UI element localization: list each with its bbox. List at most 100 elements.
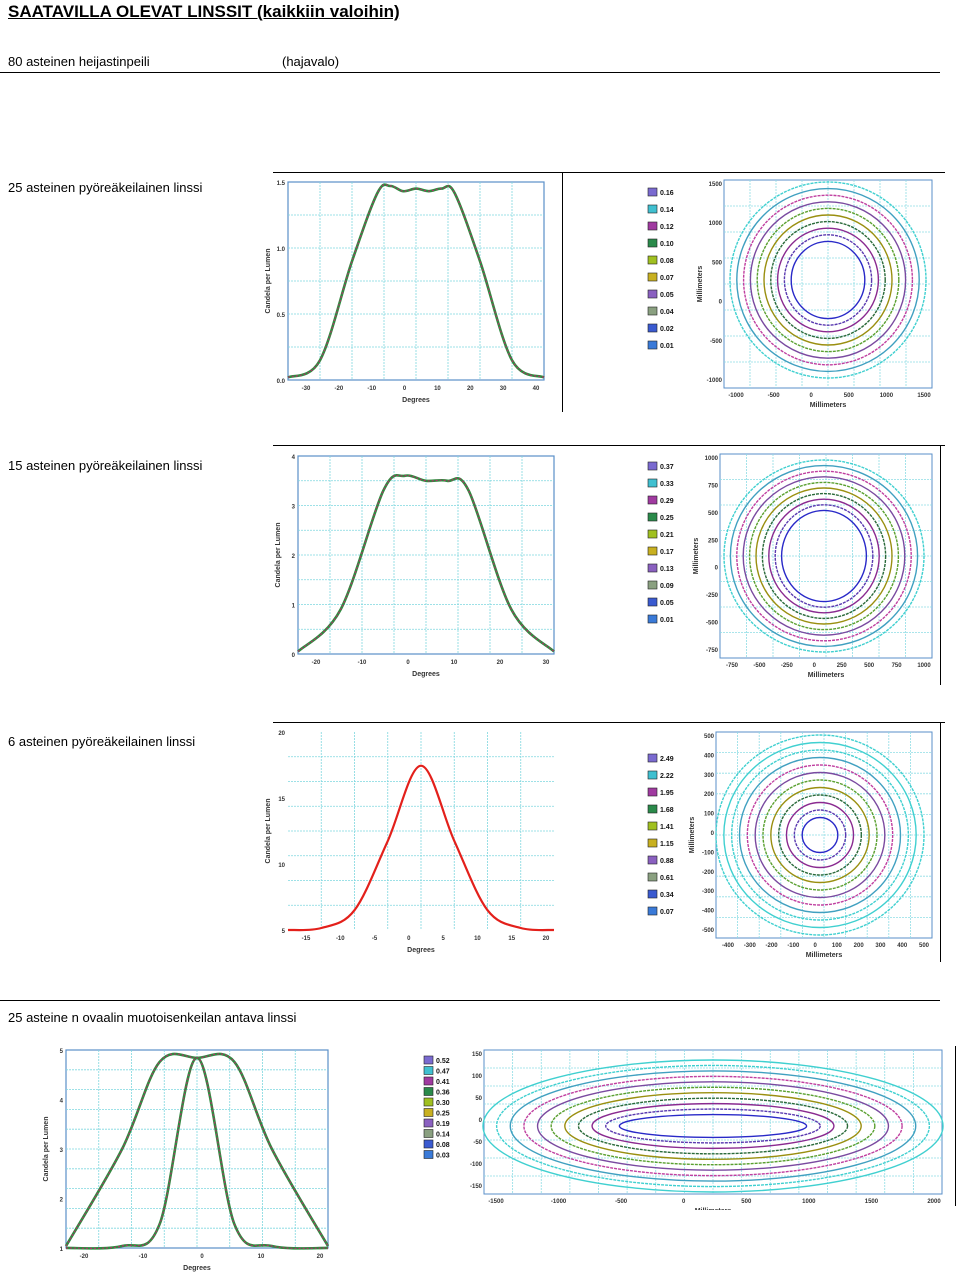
contour-ring	[774, 504, 874, 608]
legend-swatch	[647, 753, 658, 763]
y-tick-label: 0	[292, 653, 296, 659]
y-tick-label: 1.0	[277, 247, 286, 253]
legend-label: 0.07	[660, 909, 674, 916]
divider	[273, 722, 945, 723]
x-tick-label: -100	[787, 943, 800, 949]
legend-swatch	[647, 187, 658, 197]
contour-ring	[749, 201, 907, 359]
section-label: 25 asteine n ovaalin muotoisenkeilan ant…	[8, 1010, 297, 1025]
y-tick-label: 1000	[709, 221, 723, 227]
legend-swatch	[647, 461, 658, 471]
x-tick-label: -500	[753, 663, 766, 669]
x-tick-label: -300	[744, 943, 757, 949]
x-tick-label: -10	[336, 936, 345, 942]
contour-ring	[801, 816, 839, 854]
divider	[940, 445, 941, 685]
y-tick-label: -500	[702, 928, 715, 934]
legend-label: 0.88	[660, 858, 674, 865]
series-line-overlay	[287, 184, 545, 378]
contour-ring	[605, 1108, 821, 1144]
x-axis-label: Degrees	[183, 1265, 211, 1272]
legend-swatch	[647, 495, 658, 505]
legend-label: 0.34	[660, 892, 674, 899]
y-axis-label: Candela per Lumen	[265, 799, 272, 864]
x-tick-label: -1500	[488, 1199, 504, 1205]
legend-label: 0.36	[436, 1090, 450, 1097]
contour-ring	[755, 487, 893, 625]
x-tick-label: -15	[302, 936, 311, 942]
contour-ring	[729, 464, 919, 648]
section-label: 25 asteinen pyöreäkeilainen linssi	[8, 180, 203, 195]
legend-swatch	[647, 787, 658, 797]
x-tick-label: 200	[854, 943, 865, 949]
x-tick-label: 10	[258, 1254, 265, 1260]
y-tick-label: 0	[479, 1118, 483, 1124]
profile-chart-oval: -20 -10 0 10 20 5 4 3 2 1 Degrees Candela per Lumen	[43, 1049, 330, 1272]
x-tick-label: 15	[508, 936, 515, 942]
y-tick-label: 1000	[705, 456, 719, 462]
legend-swatch	[423, 1055, 434, 1065]
y-tick-label: -200	[702, 870, 715, 876]
x-tick-label: -20	[80, 1254, 89, 1260]
y-tick-label: 0.5	[277, 313, 286, 319]
contour-ring	[564, 1092, 862, 1160]
contour-ring	[762, 779, 878, 891]
legend-swatch	[647, 855, 658, 865]
series-line-overlay	[65, 1053, 329, 1247]
y-tick-label: 1.5	[277, 181, 286, 187]
contour-ring	[763, 214, 893, 346]
y-tick-label: 1	[60, 1247, 64, 1253]
legend-swatch	[647, 478, 658, 488]
legend-label: 0.14	[660, 207, 674, 214]
contour-ring	[780, 509, 868, 603]
legend-label: 0.25	[436, 1111, 450, 1118]
y-tick-label: -500	[710, 339, 723, 345]
legend-swatch	[647, 614, 658, 624]
legend-label: 0.05	[660, 292, 674, 299]
y-tick-label: 0.0	[277, 379, 286, 385]
legend-label: 1.15	[660, 841, 674, 848]
section-label: 6 asteinen pyöreäkeilainen linssi	[8, 734, 196, 749]
profile-chart-6deg: -15 -10 -5 0 5 10 15 20 20 15 10 5 Degrees Candela pe…	[265, 731, 555, 954]
contour-ring	[738, 756, 902, 914]
y-tick-label: 0	[719, 300, 723, 306]
contour-ring	[776, 227, 880, 333]
y-tick-label: 5	[60, 1049, 64, 1055]
y-tick-label: 2	[60, 1198, 64, 1204]
contour-ring	[761, 492, 887, 620]
contour-ring	[723, 459, 925, 653]
contour-ring	[577, 1097, 849, 1155]
x-tick-label: 0	[813, 663, 817, 669]
x-axis-label: Degrees	[407, 947, 435, 954]
legend-label: 0.12	[660, 224, 674, 231]
x-tick-label: 0	[810, 393, 814, 399]
contour-ring	[785, 801, 855, 869]
legend-label: 0.07	[660, 275, 674, 282]
x-tick-label: -10	[139, 1254, 148, 1260]
x-tick-label: -20	[312, 660, 321, 666]
contour-ring	[729, 181, 927, 379]
legend-label: 0.41	[436, 1079, 450, 1086]
contour-ring	[742, 194, 914, 366]
legend-label: 0.16	[660, 190, 674, 197]
contour-ring	[618, 1113, 808, 1139]
y-tick-label: 200	[704, 792, 715, 798]
x-tick-label: -250	[781, 663, 794, 669]
legend-label: 0.37	[660, 464, 674, 471]
legend-swatch	[647, 272, 658, 282]
legend-label: 0.30	[436, 1100, 450, 1107]
divider	[0, 72, 940, 73]
y-tick-label: 500	[712, 260, 723, 266]
y-axis-label: Candela per Lumen	[265, 249, 272, 314]
legend-label: 0.17	[660, 549, 674, 556]
x-tick-label: -1000	[551, 1199, 567, 1205]
x-axis-label: Degrees	[412, 671, 440, 678]
divider	[940, 722, 941, 962]
x-tick-label: 10	[451, 660, 458, 666]
y-tick-label: 500	[708, 511, 719, 517]
legend-swatch	[647, 597, 658, 607]
contour-ring	[723, 741, 917, 929]
legend-swatch	[647, 289, 658, 299]
legend-label: 0.29	[660, 498, 674, 505]
legend-label: 0.52	[436, 1058, 450, 1065]
